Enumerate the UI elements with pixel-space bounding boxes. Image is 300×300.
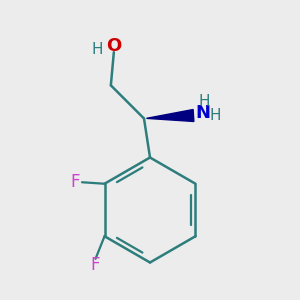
Text: F: F	[71, 173, 80, 191]
Text: O: O	[106, 37, 122, 55]
Text: N: N	[195, 103, 210, 122]
Text: H: H	[209, 108, 221, 123]
Text: H: H	[198, 94, 210, 109]
Text: H: H	[92, 42, 103, 57]
Text: F: F	[91, 256, 100, 274]
Polygon shape	[146, 110, 194, 122]
